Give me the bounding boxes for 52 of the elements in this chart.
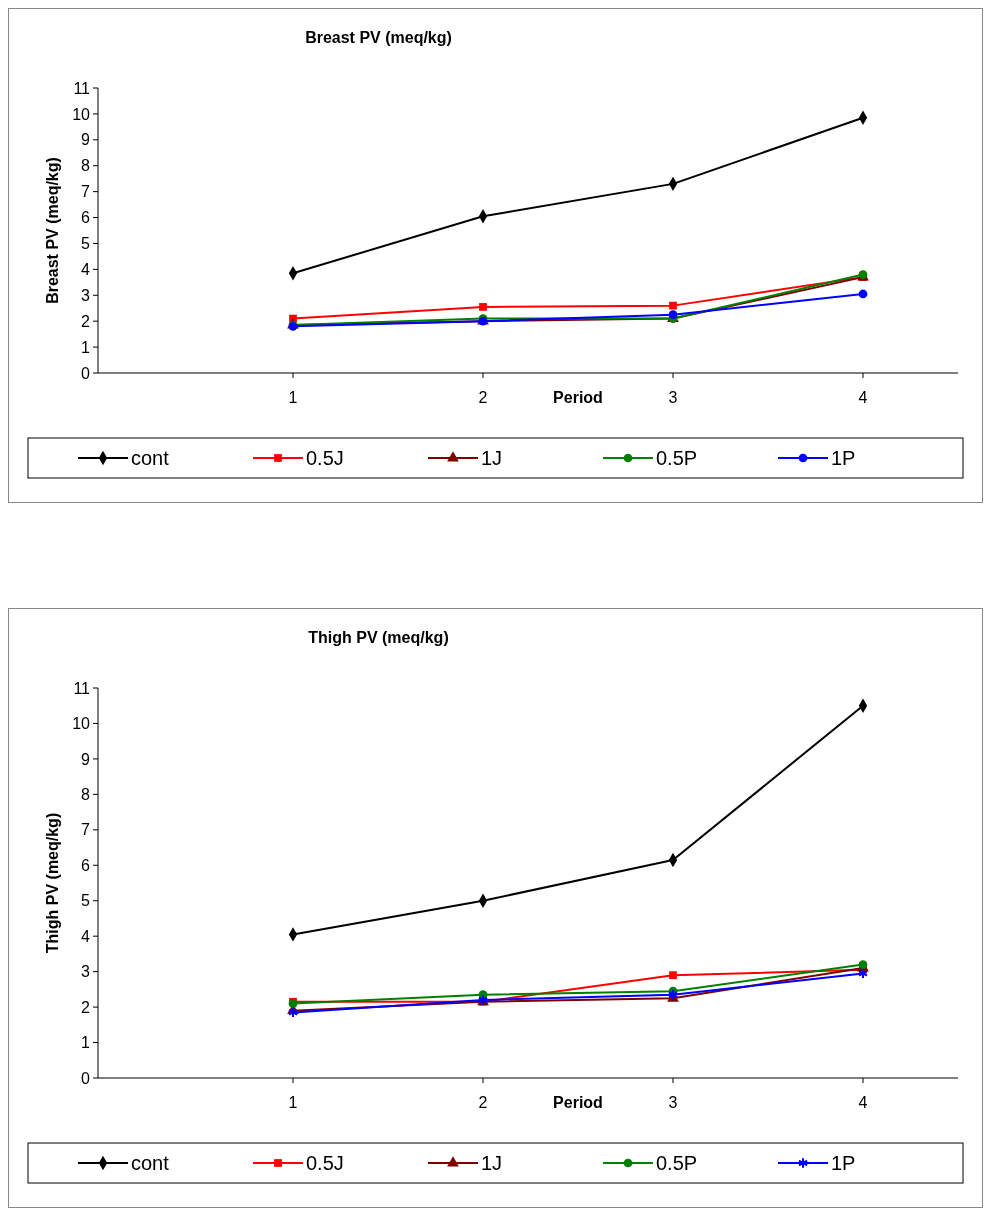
y-tick-label: 11	[73, 679, 91, 697]
y-tick-label: 10	[72, 105, 91, 123]
x-tick-label: 3	[668, 389, 678, 406]
y-tick-label: 1	[81, 1034, 91, 1052]
y-tick-label: 9	[81, 131, 91, 149]
legend-label: 0.5J	[306, 447, 344, 469]
y-tick-label: 0	[81, 364, 91, 382]
chart-title: Breast PV (meq/kg)	[305, 29, 452, 46]
legend-label: 1J	[481, 1152, 503, 1174]
y-tick-label: 7	[81, 183, 91, 201]
y-tick-label: 8	[81, 785, 91, 803]
y-tick-label: 3	[81, 286, 91, 304]
point	[858, 289, 868, 299]
point	[479, 303, 487, 311]
legend-label: cont	[131, 447, 170, 469]
legend-label: 1P	[831, 447, 856, 469]
legend-label: 0.5P	[656, 447, 698, 469]
y-tick-label: 7	[81, 821, 91, 839]
y-tick-label: 2	[81, 998, 91, 1016]
y-tick-label: 1	[81, 338, 91, 356]
chart-title: Thigh PV (meq/kg)	[308, 629, 449, 646]
y-tick-label: 8	[81, 157, 91, 175]
point	[669, 301, 677, 310]
y-tick-label: 3	[81, 963, 91, 981]
x-tick-label: 3	[668, 1094, 678, 1111]
y-tick-label: 9	[81, 750, 91, 768]
y-tick-label: 4	[81, 260, 91, 278]
y-tick-label: 6	[81, 209, 91, 227]
y-tick-label: 6	[81, 856, 91, 874]
x-tick-label: 1	[288, 1094, 298, 1111]
x-tick-label: 4	[858, 389, 868, 406]
y-tick-label: 2	[81, 312, 91, 330]
legend-label: 1J	[481, 447, 503, 469]
x-tick-label: 2	[478, 389, 488, 406]
y-axis-title: Thigh PV (meq/kg)	[44, 812, 61, 954]
y-tick-label: 10	[72, 715, 91, 733]
legend-label: 1P	[831, 1152, 856, 1174]
y-tick-label: 0	[81, 1069, 91, 1087]
legend-label: 0.5P	[656, 1152, 698, 1174]
legend-label: cont	[131, 1152, 170, 1174]
point	[669, 971, 677, 980]
x-tick-label: 1	[288, 389, 298, 406]
y-tick-label: 5	[81, 892, 91, 910]
y-tick-label: 11	[73, 79, 91, 97]
y-axis-title: Breast PV (meq/kg)	[44, 157, 61, 304]
legend-label: 0.5J	[306, 1152, 344, 1174]
y-tick-label: 5	[81, 235, 91, 253]
x-axis-title: Period	[553, 389, 603, 406]
x-axis-title: Period	[553, 1094, 603, 1111]
x-tick-label: 4	[858, 1094, 868, 1111]
x-tick-label: 2	[478, 1094, 488, 1111]
y-tick-label: 4	[81, 927, 91, 945]
